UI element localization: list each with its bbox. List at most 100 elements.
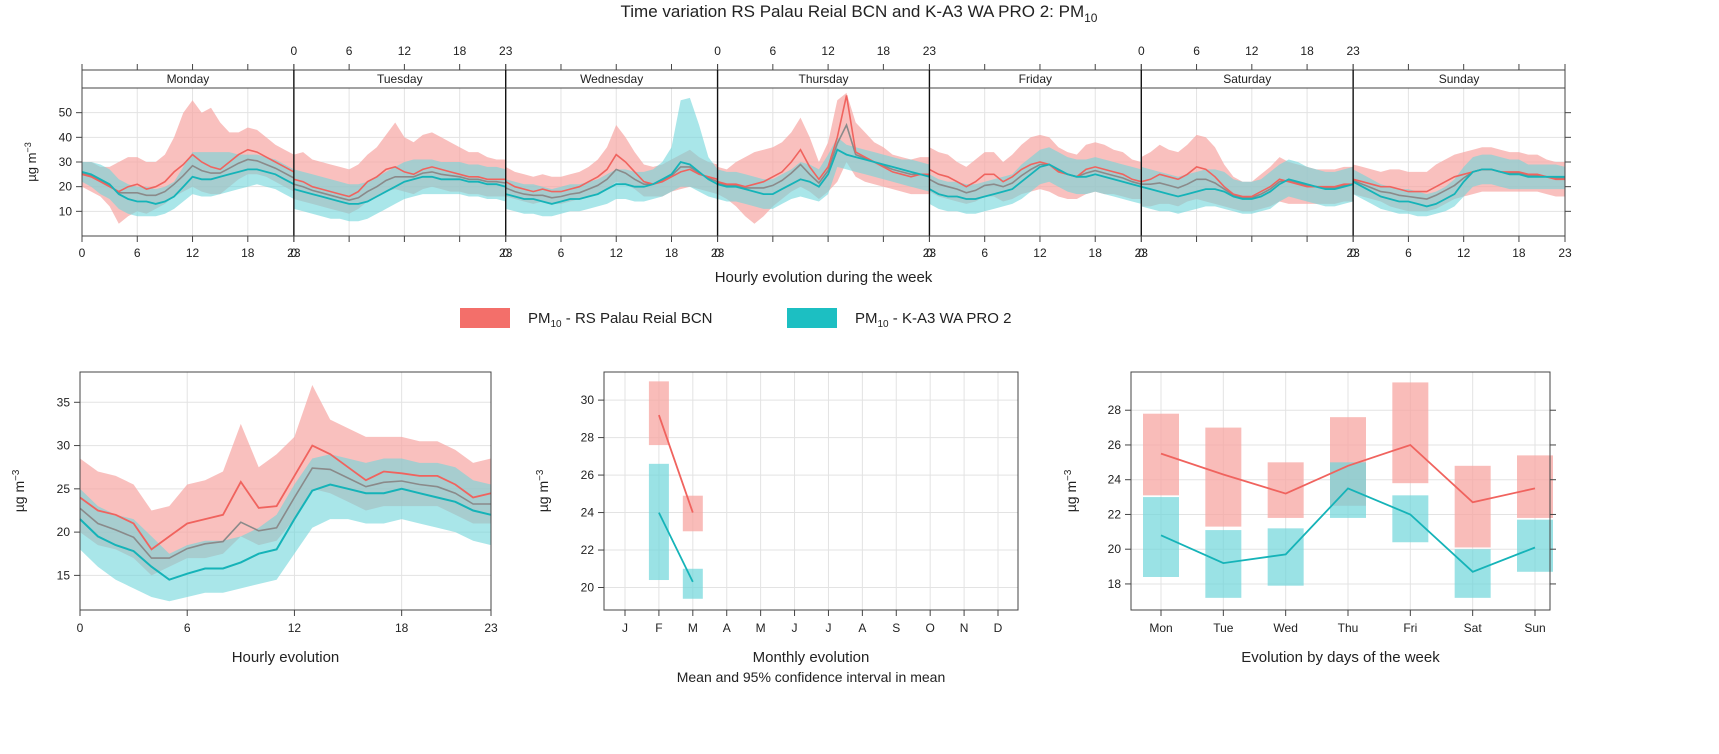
x-tick-label: 0: [714, 246, 721, 260]
confidence-box: [682, 568, 703, 599]
y-tick-label: 20: [1108, 542, 1122, 556]
x-axis-label: Monthly evolution: [753, 649, 870, 666]
x-tick-label: M: [688, 621, 698, 635]
series-line-k-a3: [81, 168, 295, 205]
x-tick-label: 0: [1350, 246, 1357, 260]
x-tick-label: O: [926, 621, 935, 635]
plot-frame: [79, 371, 492, 611]
y-tick-label: 15: [57, 568, 71, 582]
plot-frame: [603, 371, 1019, 611]
x-tick-label: J: [622, 621, 628, 635]
confidence-box: [1454, 465, 1491, 548]
x-tick-label: 18: [453, 44, 467, 58]
y-tick-label: 22: [581, 543, 595, 557]
x-tick-label: 0: [77, 621, 84, 635]
x-tick-label: Thu: [1338, 621, 1359, 635]
y-axis-label: µg m−3: [23, 142, 39, 182]
y-tick-label: 20: [581, 581, 595, 595]
y-axis-label: µg m−3: [11, 469, 27, 512]
x-tick-label: 6: [346, 44, 353, 58]
x-tick-label: 6: [134, 246, 141, 260]
confidence-box: [682, 495, 703, 532]
x-tick-label: 18: [1089, 246, 1103, 260]
x-tick-label: 12: [821, 44, 835, 58]
legend-label: PM10 - RS Palau Reial BCN: [528, 310, 713, 330]
day-label: Saturday: [1223, 72, 1271, 86]
x-tick-label: J: [825, 621, 831, 635]
x-tick-label: 6: [981, 246, 988, 260]
x-tick-label: 12: [1245, 44, 1259, 58]
series-line-rs-palau: [1352, 168, 1565, 193]
confidence-band-k-a3: [80, 454, 491, 602]
hourly-panel: 0 6 12 18 23 15 20 25 30 35 µg m−3 Hourly evolution: [11, 371, 498, 666]
series-line-rs-palau: [293, 166, 506, 198]
x-tick-label: 6: [558, 246, 565, 260]
confidence-box: [1392, 382, 1429, 484]
chart-title: Time variation RS Palau Reial BCN and K-…: [621, 2, 1098, 25]
x-tick-label: 23: [287, 246, 301, 260]
y-tick-label: 50: [59, 106, 73, 120]
y-tick-label: 30: [59, 155, 73, 169]
x-tick-label: Tue: [1213, 621, 1234, 635]
x-tick-label: 6: [769, 44, 776, 58]
overlap-line: [717, 122, 930, 189]
y-tick-label: 10: [59, 204, 73, 218]
y-tick-label: 20: [57, 525, 71, 539]
x-tick-label: 23: [923, 246, 937, 260]
y-tick-label: 26: [581, 468, 595, 482]
legend-label: PM10 - K-A3 WA PRO 2: [855, 310, 1011, 330]
overlap-line: [293, 171, 506, 202]
x-tick-label: Sat: [1464, 621, 1483, 635]
x-tick-label: 23: [1346, 44, 1360, 58]
series-line-k-a3: [293, 175, 506, 205]
day-label: Sunday: [1439, 72, 1480, 86]
x-tick-label: 23: [711, 246, 725, 260]
x-tick-label: Mon: [1149, 621, 1172, 635]
x-tick-label: 23: [1346, 246, 1360, 260]
x-tick-label: 6: [1193, 44, 1200, 58]
x-tick-label: S: [892, 621, 900, 635]
x-tick-label: F: [655, 621, 662, 635]
x-tick-label: 0: [502, 246, 509, 260]
x-tick-label: 18: [665, 246, 679, 260]
day-label: Thursday: [798, 72, 848, 86]
x-tick-label: A: [858, 621, 866, 635]
confidence-box: [648, 463, 669, 581]
x-tick-label: 18: [877, 44, 891, 58]
x-tick-label: N: [960, 621, 969, 635]
x-tick-label: 0: [291, 246, 298, 260]
x-tick-label: 6: [1405, 246, 1412, 260]
x-tick-label: 23: [499, 44, 513, 58]
series-line-rs-palau: [717, 95, 930, 188]
x-tick-label: 18: [241, 246, 255, 260]
day-label: Wednesday: [580, 72, 643, 86]
x-tick-label: 0: [1138, 246, 1145, 260]
x-axis-label: Hourly evolution: [232, 649, 340, 666]
series-line-k-a3: [79, 483, 492, 581]
series-line-k-a3: [1352, 168, 1565, 208]
x-tick-label: 23: [1558, 246, 1572, 260]
y-tick-label: 18: [1108, 577, 1122, 591]
x-tick-label: Sun: [1524, 621, 1545, 635]
day-label: Tuesday: [377, 72, 423, 86]
confidence-box: [1454, 549, 1491, 598]
x-tick-label: 12: [610, 246, 624, 260]
monthly-panel: J F M A M J J A S O N D 20 22 24 26 28 30 µg m−3 Monthly ev…: [535, 371, 1019, 685]
x-tick-label: 0: [1138, 44, 1145, 58]
x-tick-label: 18: [395, 621, 409, 635]
series-line: [1160, 443, 1536, 504]
plot-frame: [1130, 371, 1551, 611]
x-tick-label: 23: [923, 44, 937, 58]
series-line-rs-palau: [79, 444, 492, 551]
x-axis-sublabel: Mean and 95% confidence interval in mean: [677, 669, 946, 685]
x-tick-label: 0: [926, 246, 933, 260]
x-tick-label: 12: [1457, 246, 1471, 260]
weekday-panel: Mon Tue Wed Thu Fri Sat Sun 18 20 22 24 26 28 µg m−3 E…: [1063, 371, 1556, 666]
y-tick-label: 24: [1108, 473, 1122, 487]
confidence-band-k-a3: [293, 159, 506, 222]
y-tick-label: 30: [581, 393, 595, 407]
weekly-panel: Monday Tuesday Wednesday Thursday Friday Satu…: [23, 44, 1572, 286]
y-tick-label: 35: [57, 395, 71, 409]
confidence-box: [1267, 528, 1304, 586]
